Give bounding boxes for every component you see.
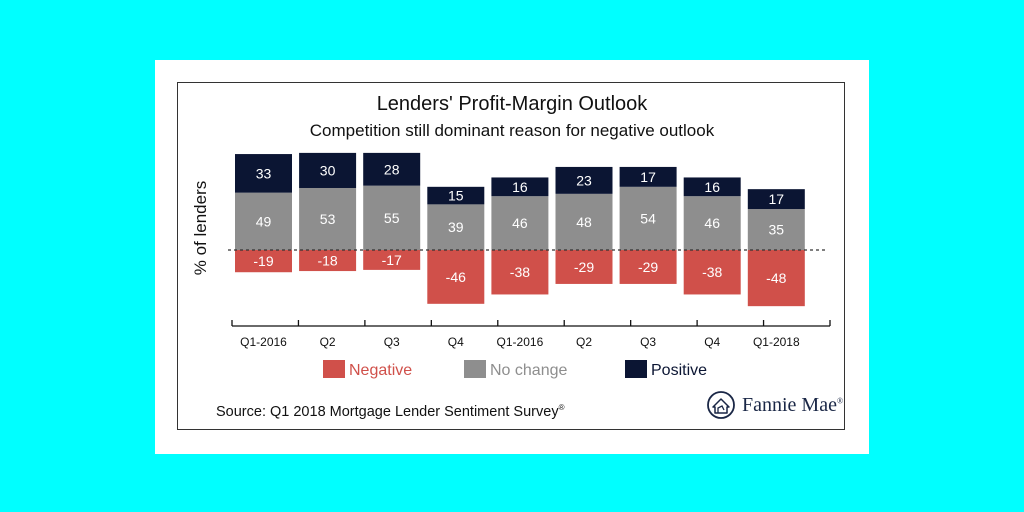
bar-negative (235, 250, 292, 273)
logo-registered-mark: ® (836, 395, 844, 405)
legend-label-negative: Negative (349, 362, 412, 379)
chart-frame: Lenders' Profit-Margin Outlook Competiti… (177, 82, 845, 430)
source-note: Source: Q1 2018 Mortgage Lender Sentimen… (216, 403, 564, 420)
x-tick-label: Q3 (384, 335, 400, 349)
chart-subtitle: Competition still dominant reason for ne… (309, 121, 715, 140)
data-label-positive: 16 (512, 179, 528, 195)
bar-positive (555, 166, 613, 194)
y-axis-label: % of lenders (191, 181, 210, 276)
data-label-negative: -48 (766, 270, 786, 286)
data-label-no-change: 49 (256, 213, 272, 229)
data-label-no-change: 48 (576, 214, 592, 230)
source-registered-mark: ® (558, 403, 565, 412)
x-tick-label: Q4 (448, 335, 464, 349)
data-label-negative: -29 (638, 259, 658, 275)
bar-no-change (747, 209, 805, 250)
data-label-positive: 16 (704, 179, 720, 195)
x-tick-label: Q1-2018 (753, 335, 800, 349)
data-label-negative: -18 (317, 253, 337, 269)
bar-no-change (235, 192, 292, 250)
logo-text: Fannie Mae® (742, 394, 843, 417)
bar-negative (363, 250, 421, 270)
data-label-positive: 15 (448, 188, 464, 204)
x-tick-label: Q3 (640, 335, 656, 349)
legend-swatch-negative (323, 360, 345, 378)
x-tick-label: Q1-2016 (240, 335, 287, 349)
bar-positive (683, 177, 741, 197)
data-label-negative: -46 (446, 269, 466, 285)
data-label-positive: 23 (576, 172, 592, 188)
bar-negative (619, 250, 677, 284)
bar-positive (235, 154, 292, 193)
data-label-no-change: 55 (384, 210, 400, 226)
stacked-bar-chart: -19 49 33 Q1-2016 -18 53 30 Q2 -17 55 28 Q3 -46 39 15 Q… (191, 152, 831, 379)
legend-swatch-no-change (464, 360, 486, 378)
data-label-positive: 33 (256, 165, 272, 181)
x-tick-label: Q4 (704, 335, 720, 349)
data-label-no-change: 39 (448, 219, 464, 235)
chart-card: Lenders' Profit-Margin Outlook Competiti… (155, 60, 869, 454)
legend-label-no-change: No change (490, 362, 567, 379)
bar-negative (491, 250, 549, 295)
data-label-negative: -17 (382, 252, 402, 268)
bar-no-change (363, 185, 421, 250)
data-label-negative: -29 (574, 259, 594, 275)
bar-negative (555, 250, 613, 284)
data-label-no-change: 46 (704, 215, 720, 231)
bar-no-change (299, 187, 357, 250)
data-label-no-change: 46 (512, 215, 528, 231)
data-label-positive: 30 (320, 162, 336, 178)
data-label-negative: -38 (510, 264, 530, 280)
bar-positive (363, 152, 421, 186)
bar-negative (747, 250, 805, 307)
bar-negative (427, 250, 485, 304)
legend-label-positive: Positive (651, 362, 707, 379)
x-tick-label: Q1-2016 (497, 335, 544, 349)
bar-positive (299, 152, 357, 188)
bar-positive (747, 189, 805, 210)
bar-no-change (427, 204, 485, 250)
bar-negative (683, 250, 741, 295)
x-tick-label: Q2 (320, 335, 336, 349)
bar-no-change (683, 196, 741, 250)
data-label-no-change: 54 (640, 210, 656, 226)
bar-positive (619, 166, 677, 187)
bar-no-change (619, 186, 677, 250)
bar-no-change (555, 193, 613, 250)
legend-swatch-positive (625, 360, 647, 378)
data-label-positive: 17 (640, 169, 656, 185)
source-text: Source: Q1 2018 Mortgage Lender Sentimen… (216, 403, 559, 420)
data-label-no-change: 53 (320, 211, 336, 227)
bar-positive (491, 177, 549, 197)
data-label-negative: -38 (702, 264, 722, 280)
bar-negative (299, 250, 357, 272)
data-label-no-change: 35 (769, 222, 785, 238)
chart-title: Lenders' Profit-Margin Outlook (376, 93, 648, 115)
data-label-positive: 17 (769, 191, 785, 207)
logo-name: Fannie Mae (742, 393, 837, 416)
fannie-mae-house-icon (707, 391, 735, 419)
data-label-positive: 28 (384, 161, 400, 177)
fannie-mae-logo: Fannie Mae® (706, 390, 843, 420)
bar-no-change (491, 196, 549, 250)
bar-positive (427, 186, 485, 205)
x-tick-label: Q2 (576, 335, 592, 349)
data-label-negative: -19 (253, 253, 273, 269)
